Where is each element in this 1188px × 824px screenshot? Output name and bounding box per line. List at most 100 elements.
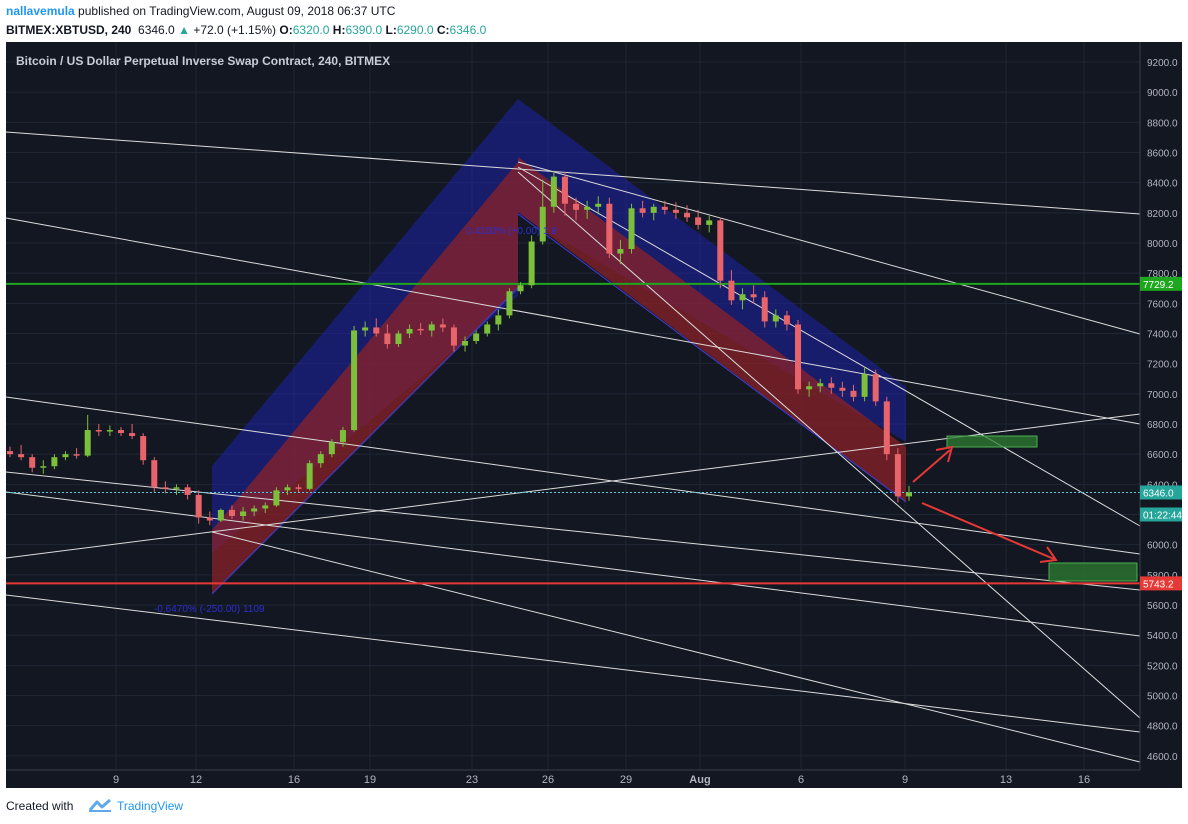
candle-body[interactable] (906, 492, 912, 497)
candle-body[interactable] (783, 315, 790, 325)
candle-body[interactable] (306, 463, 313, 489)
candle-body[interactable] (861, 374, 868, 397)
price-axis[interactable] (1140, 42, 1182, 770)
candle-body[interactable] (217, 509, 224, 521)
candle-body[interactable] (339, 430, 346, 443)
candle-body[interactable] (750, 294, 757, 298)
candle-body[interactable] (473, 333, 480, 342)
candle-body[interactable] (584, 206, 591, 210)
tradingview-logo-icon[interactable] (88, 797, 112, 813)
candle-body[interactable] (62, 454, 69, 458)
candle-body[interactable] (795, 324, 802, 390)
candle-body[interactable] (706, 220, 713, 225)
trendline[interactable] (517, 171, 1141, 719)
candle-body[interactable] (373, 327, 380, 334)
candle-body[interactable] (850, 390, 857, 397)
trendline[interactable] (5, 396, 1141, 555)
falling-channel-blue[interactable] (518, 99, 906, 442)
candle-body[interactable] (817, 383, 824, 387)
trendline[interactable] (517, 166, 1141, 527)
rising-channel-red[interactable] (212, 162, 518, 594)
candle-body[interactable] (462, 341, 469, 346)
up-arrow-line[interactable] (912, 449, 951, 483)
candle-body[interactable] (894, 454, 901, 497)
candle-body[interactable] (95, 430, 102, 432)
candle-body[interactable] (195, 494, 202, 518)
candle-body[interactable] (129, 433, 136, 437)
candle-body[interactable] (639, 208, 646, 213)
candle-body[interactable] (317, 454, 324, 464)
trendline[interactable] (517, 161, 1141, 335)
candle-body[interactable] (506, 291, 513, 316)
candle-body[interactable] (561, 176, 568, 204)
candle-body[interactable] (117, 430, 124, 434)
candle-body[interactable] (772, 315, 779, 322)
trendline[interactable] (5, 594, 1141, 733)
candle-body[interactable] (595, 203, 602, 207)
candle-body[interactable] (284, 487, 291, 491)
downside-target-box[interactable] (1048, 562, 1138, 582)
candle-body[interactable] (406, 328, 413, 334)
trendline[interactable] (5, 217, 1141, 425)
candle-body[interactable] (262, 505, 269, 509)
down-arrow-line[interactable] (921, 502, 1055, 560)
candle-body[interactable] (839, 387, 846, 391)
candle-body[interactable] (573, 203, 580, 210)
candle-body[interactable] (728, 280, 735, 301)
trendline[interactable] (5, 491, 1141, 637)
candle-body[interactable] (806, 386, 813, 390)
candle-body[interactable] (550, 176, 557, 207)
candle-body[interactable] (495, 315, 502, 325)
candle-body[interactable] (251, 508, 258, 512)
candle-body[interactable] (761, 297, 768, 322)
candle-body[interactable] (295, 487, 302, 489)
candle-body[interactable] (162, 487, 169, 489)
author-link[interactable]: nallavemula (6, 4, 75, 18)
candle-body[interactable] (606, 203, 613, 254)
price-chart[interactable]: 0.4100% (+0.00) 1.8 -0.6470% (-250.00) 1… (5, 42, 1182, 788)
candle-body[interactable] (106, 430, 113, 432)
candle-body[interactable] (661, 206, 668, 210)
upside-target-box[interactable] (946, 435, 1038, 448)
candle-body[interactable] (206, 517, 213, 521)
candle-body[interactable] (240, 511, 247, 516)
candle-body[interactable] (29, 457, 36, 468)
candle-body[interactable] (672, 209, 679, 213)
tradingview-link[interactable]: TradingView (117, 799, 184, 813)
candle-body[interactable] (717, 220, 724, 281)
target-boxes[interactable] (912, 435, 1138, 582)
time-axis[interactable] (6, 770, 1182, 788)
candle-body[interactable] (650, 206, 657, 213)
candle-body[interactable] (395, 333, 402, 345)
chart-area[interactable]: 0.4100% (+0.00) 1.8 -0.6470% (-250.00) 1… (5, 42, 1182, 788)
trendline[interactable] (5, 471, 1141, 591)
candle-body[interactable] (428, 324, 435, 331)
trendline[interactable] (211, 531, 1141, 763)
candle-body[interactable] (84, 430, 91, 456)
candle-body[interactable] (73, 454, 80, 456)
candle-body[interactable] (351, 330, 358, 431)
candle-body[interactable] (739, 294, 746, 301)
candle-body[interactable] (328, 442, 335, 455)
trendline[interactable] (5, 131, 1141, 215)
candle-body[interactable] (173, 487, 180, 489)
candle-body[interactable] (872, 374, 879, 402)
candle-body[interactable] (273, 490, 280, 506)
candle-body[interactable] (140, 436, 147, 461)
candle-body[interactable] (484, 324, 491, 334)
candle-body[interactable] (384, 333, 391, 345)
falling-channel-red[interactable] (518, 157, 906, 502)
candle-body[interactable] (362, 327, 369, 331)
candle-body[interactable] (517, 285, 524, 292)
candle-body[interactable] (417, 328, 424, 331)
candle-body[interactable] (40, 466, 47, 468)
candles[interactable] (7, 170, 912, 526)
trendlines[interactable] (5, 131, 1141, 763)
candle-body[interactable] (184, 487, 191, 495)
symbol-label[interactable]: BITMEX:XBTUSD, 240 (6, 23, 132, 37)
candle-body[interactable] (528, 241, 535, 286)
candle-body[interactable] (695, 217, 702, 225)
candle-body[interactable] (828, 383, 835, 388)
candle-body[interactable] (439, 324, 446, 328)
candle-body[interactable] (539, 206, 546, 242)
